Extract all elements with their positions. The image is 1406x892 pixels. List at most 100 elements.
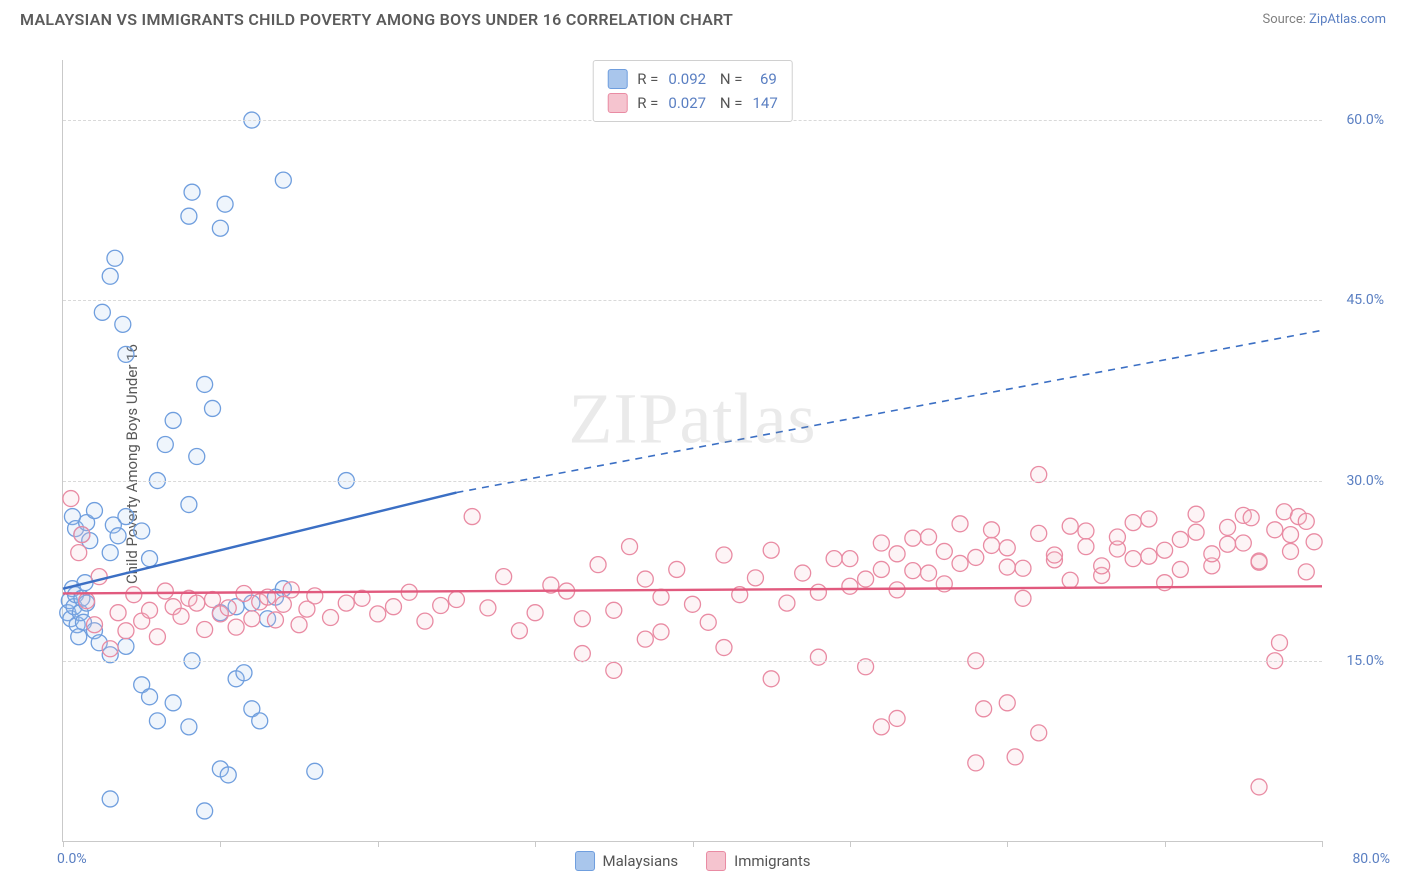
scatter-point xyxy=(858,571,874,587)
gridline xyxy=(63,300,1322,301)
scatter-point xyxy=(74,527,90,543)
scatter-point xyxy=(574,646,590,662)
scatter-point xyxy=(1015,560,1031,576)
scatter-point xyxy=(921,565,937,581)
scatter-point xyxy=(826,551,842,567)
scatter-point xyxy=(1267,522,1283,538)
source-link[interactable]: ZipAtlas.com xyxy=(1309,12,1386,27)
scatter-point xyxy=(102,641,118,657)
x-tick xyxy=(535,841,536,847)
scatter-point xyxy=(205,591,221,607)
scatter-point xyxy=(102,545,118,561)
scatter-point xyxy=(590,557,606,573)
scatter-point xyxy=(149,629,165,645)
scatter-point xyxy=(685,596,701,612)
x-tick xyxy=(220,841,221,847)
y-tick-label: 30.0% xyxy=(1346,473,1384,489)
scatter-point xyxy=(511,623,527,639)
scatter-point xyxy=(244,611,260,627)
scatter-point xyxy=(1298,564,1314,580)
scatter-point xyxy=(184,184,200,200)
scatter-point xyxy=(217,196,233,212)
x-tick xyxy=(850,841,851,847)
scatter-point xyxy=(205,400,221,416)
scatter-point xyxy=(905,530,921,546)
scatter-point xyxy=(1251,779,1267,795)
scatter-point xyxy=(999,540,1015,556)
scatter-point xyxy=(889,710,905,726)
scatter-point xyxy=(157,436,173,452)
scatter-point xyxy=(115,316,131,332)
scatter-point xyxy=(110,528,126,544)
scatter-point xyxy=(1062,572,1078,588)
scatter-point xyxy=(968,549,984,565)
legend-label-immigrants: Immigrants xyxy=(734,852,810,870)
swatch-malaysians-icon xyxy=(575,851,595,871)
gridline xyxy=(63,661,1322,662)
scatter-point xyxy=(275,172,291,188)
scatter-point xyxy=(952,555,968,571)
y-tick-label: 60.0% xyxy=(1346,112,1384,128)
scatter-point xyxy=(1172,561,1188,577)
scatter-point xyxy=(149,713,165,729)
scatter-point xyxy=(275,596,291,612)
scatter-point xyxy=(1094,558,1110,574)
scatter-point xyxy=(999,695,1015,711)
legend-item-immigrants: Immigrants xyxy=(706,851,810,871)
legend-item-malaysians: Malaysians xyxy=(575,851,679,871)
scatter-point xyxy=(252,713,268,729)
scatter-point xyxy=(1109,529,1125,545)
scatter-point xyxy=(976,701,992,717)
swatch-immigrants-icon xyxy=(706,851,726,871)
scatter-point xyxy=(1157,542,1173,558)
scatter-point xyxy=(1220,536,1236,552)
x-tick xyxy=(63,841,64,847)
scatter-point xyxy=(637,631,653,647)
x-axis-max-label: 80.0% xyxy=(1352,851,1390,867)
scatter-point xyxy=(1283,543,1299,559)
scatter-point xyxy=(236,665,252,681)
scatter-point xyxy=(779,595,795,611)
scatter-point xyxy=(165,412,181,428)
swatch-immigrants xyxy=(607,93,627,113)
scatter-point xyxy=(1125,551,1141,567)
chart-header: MALAYSIAN VS IMMIGRANTS CHILD POVERTY AM… xyxy=(0,0,1406,35)
scatter-point xyxy=(999,559,1015,575)
x-tick xyxy=(1007,841,1008,847)
scatter-point xyxy=(102,268,118,284)
scatter-point xyxy=(307,588,323,604)
scatter-point xyxy=(338,595,354,611)
regression-line-dashed xyxy=(456,330,1322,492)
scatter-point xyxy=(134,523,150,539)
y-tick-label: 45.0% xyxy=(1346,292,1384,308)
scatter-point xyxy=(197,376,213,392)
scatter-point xyxy=(1306,534,1322,550)
scatter-point xyxy=(984,522,1000,538)
scatter-point xyxy=(291,617,307,633)
scatter-point xyxy=(1298,513,1314,529)
scatter-point xyxy=(173,608,189,624)
scatter-point xyxy=(189,449,205,465)
scatter-point xyxy=(1015,590,1031,606)
scatter-point xyxy=(1031,525,1047,541)
scatter-point xyxy=(197,622,213,638)
scatter-point xyxy=(63,491,79,507)
scatter-point xyxy=(763,671,779,687)
scatter-point xyxy=(1188,524,1204,540)
correlation-legend: R = 0.092 N = 69 R = 0.027 N = 147 xyxy=(592,60,793,122)
scatter-point xyxy=(118,638,134,654)
scatter-point xyxy=(1243,510,1259,526)
scatter-point xyxy=(1283,527,1299,543)
scatter-point xyxy=(71,545,87,561)
scatter-point xyxy=(1078,523,1094,539)
scatter-point xyxy=(323,610,339,626)
scatter-point xyxy=(142,689,158,705)
scatter-point xyxy=(810,584,826,600)
chart-title: MALAYSIAN VS IMMIGRANTS CHILD POVERTY AM… xyxy=(20,10,733,29)
scatter-point xyxy=(1046,547,1062,563)
scatter-point xyxy=(86,503,102,519)
scatter-point xyxy=(763,542,779,558)
scatter-point xyxy=(307,763,323,779)
scatter-point xyxy=(181,497,197,513)
scatter-point xyxy=(653,624,669,640)
